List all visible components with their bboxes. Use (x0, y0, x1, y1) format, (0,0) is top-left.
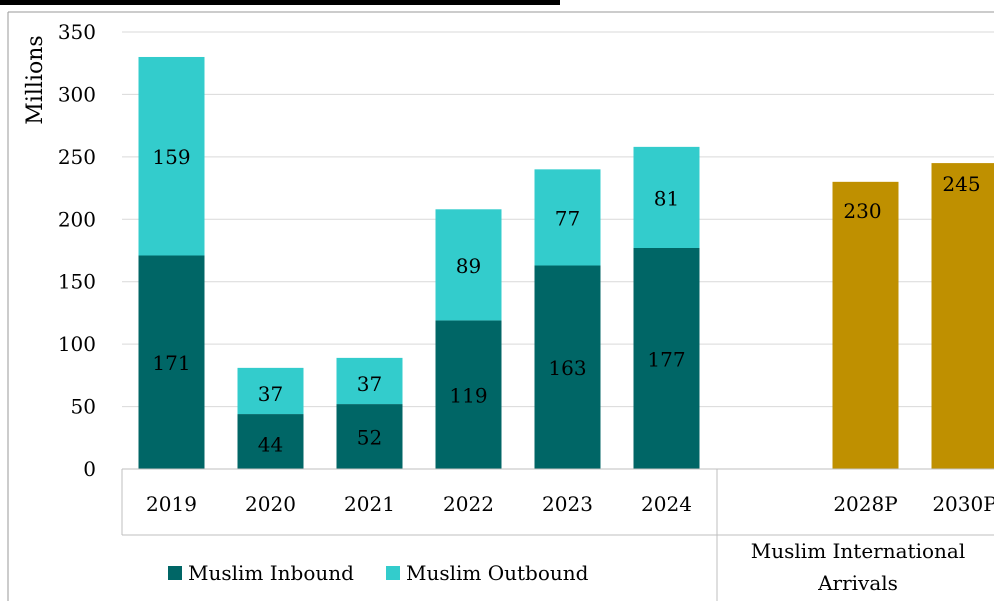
data-label: 163 (548, 356, 586, 380)
data-label: 230 (843, 199, 881, 223)
legend-label: Muslim Inbound (188, 561, 354, 585)
y-tick-label: 250 (58, 145, 96, 169)
x-tick-label: 2023 (542, 492, 593, 516)
y-axis-title: Millions (23, 35, 48, 124)
clipped-title-strip (0, 0, 560, 5)
bar-segment (833, 182, 899, 469)
x-tick-label: 2020 (245, 492, 296, 516)
data-label: 52 (357, 426, 382, 450)
data-label: 89 (456, 254, 481, 278)
group-label: Muslim International (751, 539, 965, 563)
data-label: 119 (449, 384, 487, 408)
x-tick-label: 2024 (641, 492, 692, 516)
data-label: 159 (152, 145, 190, 169)
y-tick-label: 350 (58, 20, 96, 44)
legend-swatch (386, 566, 400, 580)
data-label: 171 (152, 351, 190, 375)
y-tick-label: 50 (71, 395, 96, 419)
bar-segment (932, 163, 994, 469)
data-label: 245 (942, 172, 980, 196)
y-tick-label: 150 (58, 270, 96, 294)
legend-label: Muslim Outbound (406, 561, 589, 585)
data-label: 37 (258, 382, 283, 406)
legend-swatch (168, 566, 182, 580)
x-tick-label: 2030P (932, 492, 994, 516)
x-tick-label: 2022 (443, 492, 494, 516)
x-tick-label: 2028P (833, 492, 897, 516)
data-label: 77 (555, 206, 580, 230)
x-tick-label: 2019 (146, 492, 197, 516)
data-label: 37 (357, 372, 382, 396)
bars (139, 57, 994, 469)
data-label: 177 (647, 348, 685, 372)
y-tick-label: 300 (58, 82, 96, 106)
group-label: Arrivals (817, 571, 898, 595)
data-label: 44 (258, 433, 283, 457)
legend: Muslim Inbound Muslim Outbound (168, 561, 589, 585)
data-label: 81 (654, 186, 679, 210)
x-tick-label: 2021 (344, 492, 395, 516)
y-tick-label: 0 (83, 457, 96, 481)
y-tick-label: 100 (58, 332, 96, 356)
y-axis-ticks: 0 50 100 150 200 250 300 350 (58, 20, 96, 481)
y-tick-label: 200 (58, 207, 96, 231)
